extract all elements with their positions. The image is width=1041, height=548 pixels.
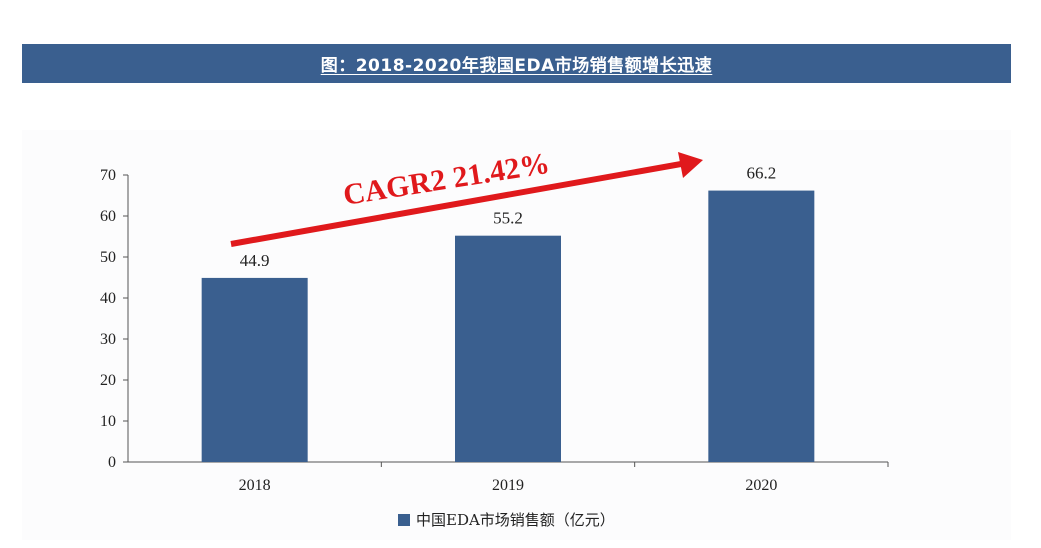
y-tick-label: 40	[100, 290, 116, 307]
legend-swatch	[398, 513, 410, 526]
x-tick-label: 2019	[492, 477, 524, 494]
cagr-arrow-head	[678, 152, 703, 178]
data-labels: 44.9 55.2 66.2	[240, 164, 776, 270]
y-tick-label: 20	[100, 372, 116, 389]
data-label-2018: 44.9	[240, 251, 270, 270]
cagr-label: CAGR2 21.42%	[341, 147, 552, 212]
y-tick-label: 30	[100, 331, 116, 348]
cagr-annotation: CAGR2 21.42%	[230, 147, 703, 247]
chart-title: 图：2018-2020年我国EDA市场销售额增长迅速	[320, 56, 713, 76]
legend: 中国EDA市场销售额（亿元）	[398, 509, 615, 530]
data-label-2019: 55.2	[493, 209, 523, 228]
cagr-arrow	[230, 161, 682, 247]
y-tick-label: 60	[100, 208, 116, 225]
legend-label: 中国EDA市场销售额（亿元）	[416, 511, 615, 529]
y-tick-label: 0	[108, 454, 116, 471]
y-tick-label: 10	[100, 413, 116, 430]
bar-2019	[455, 235, 561, 462]
bars	[201, 190, 815, 462]
data-label-2020: 66.2	[746, 164, 776, 183]
title-bar: 图：2018-2020年我国EDA市场销售额增长迅速	[22, 44, 1011, 83]
y-tick-label: 50	[100, 249, 116, 266]
x-tick-label: 2020	[745, 477, 777, 494]
bar-2018	[201, 277, 308, 462]
bar-2020	[708, 190, 815, 462]
x-tick-label: 2018	[239, 477, 271, 494]
y-tick-label: 70	[100, 167, 116, 184]
